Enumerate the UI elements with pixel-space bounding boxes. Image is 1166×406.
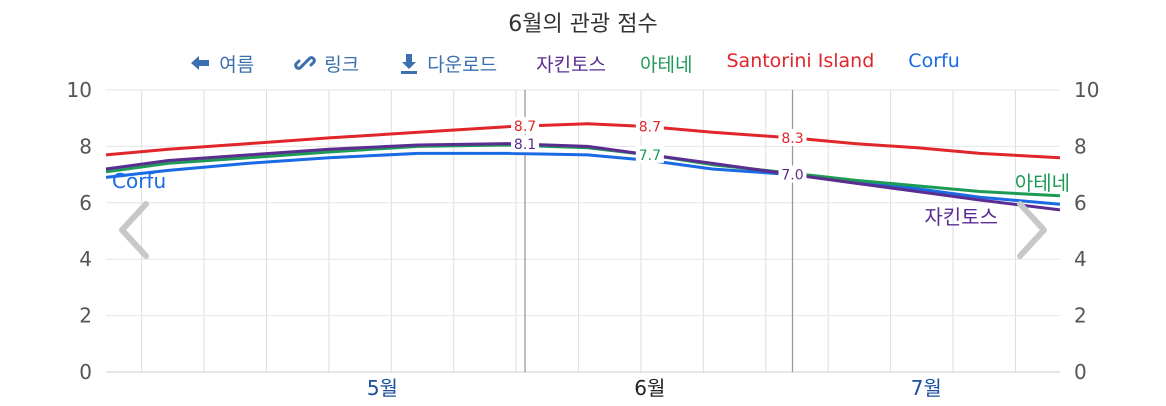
y-tick-label-left: 2 (79, 304, 92, 328)
data-label-bg (635, 117, 664, 135)
summer-button[interactable]: 여름 (189, 50, 254, 77)
x-month-label: 6월 (634, 376, 665, 400)
data-label-bg (778, 165, 807, 183)
y-tick-label-right: 0 (1074, 360, 1087, 384)
chart-title: 6월의 관광 점수 (508, 12, 658, 37)
y-tick-label-right: 4 (1074, 247, 1087, 271)
chevron-left-icon[interactable] (116, 200, 152, 260)
y-tick-label-right: 6 (1074, 191, 1087, 215)
chart-legend: 자킨토스 아테네 Santorini Island Corfu (519, 50, 977, 77)
series-end-label: 아테네 (1015, 171, 1070, 195)
arrow-left-icon (191, 56, 210, 70)
y-tick-label-left: 4 (79, 247, 92, 271)
legend-item[interactable]: 아테네 (640, 53, 693, 76)
data-label: 8.7 (639, 120, 661, 136)
data-label: 7.0 (781, 168, 803, 184)
series-line (105, 151, 1061, 206)
y-tick-label-left: 10 (67, 78, 92, 102)
download-icon (401, 54, 418, 74)
y-tick-label-right: 10 (1074, 78, 1099, 102)
data-label-bg (511, 135, 540, 153)
chevron-right-icon[interactable] (1014, 200, 1050, 260)
data-label: 8.3 (781, 131, 803, 147)
series-line (105, 142, 1061, 212)
data-label-bg (511, 117, 540, 135)
series-line (105, 122, 1061, 160)
series-end-label: Corfu (112, 169, 166, 193)
y-tick-label-right: 8 (1074, 134, 1087, 158)
download-button[interactable]: 다운로드 (399, 50, 497, 77)
y-tick-label-left: 8 (79, 134, 92, 158)
link-button[interactable]: 링크 (294, 50, 359, 77)
download-label: 다운로드 (427, 53, 498, 76)
data-label-bg (635, 145, 664, 163)
summer-label: 여름 (219, 53, 255, 76)
data-label: 8.7 (514, 119, 536, 135)
legend-item[interactable]: 자킨토스 (536, 53, 607, 76)
chart-toolbar: 여름 링크 다운로드 자킨토스 아테네 Santorini Island Corfu (0, 48, 1166, 78)
series-end-label: 자킨토스 (924, 205, 998, 229)
link-label: 링크 (324, 53, 360, 76)
x-month-label: 7월 (911, 376, 942, 400)
legend-item[interactable]: Corfu (908, 49, 960, 72)
data-label: 8.1 (514, 137, 536, 153)
link-icon (294, 56, 316, 70)
legend-item[interactable]: Santorini Island (726, 49, 875, 72)
x-month-label: 5월 (367, 376, 398, 400)
data-label: 7.7 (639, 148, 661, 164)
data-label-bg (778, 128, 807, 146)
y-tick-label-right: 2 (1074, 304, 1087, 328)
y-tick-label-left: 0 (79, 360, 92, 384)
y-tick-label-left: 6 (79, 191, 92, 215)
